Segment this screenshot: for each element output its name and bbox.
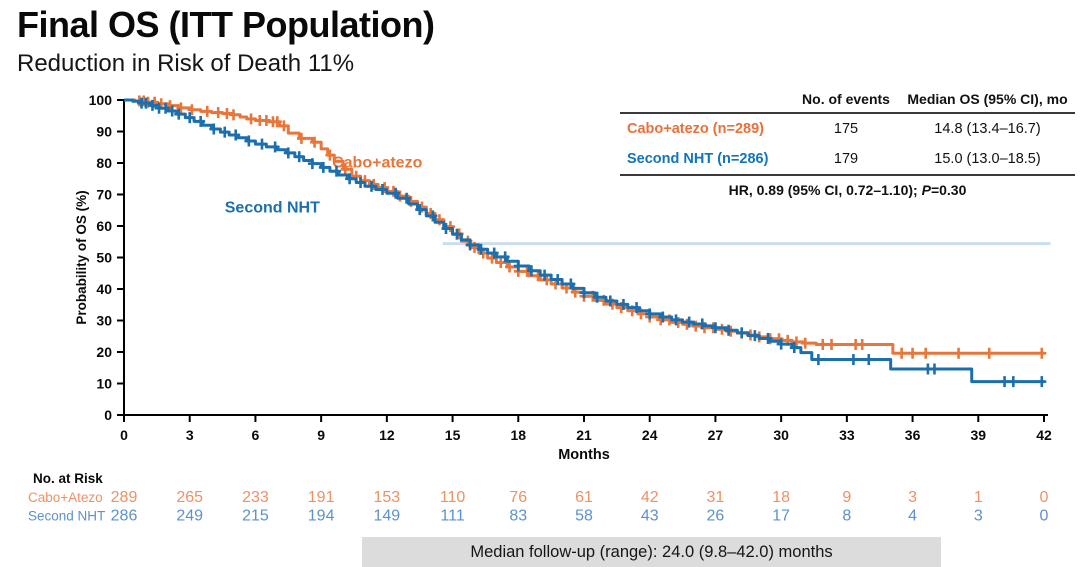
- at-risk-value: 265: [176, 489, 203, 506]
- km-chart: 0 10 20 30 40 50 60 70 80 90 100 0 3 6 9 12 15 18 21 24 27 30…: [20, 82, 1070, 530]
- x-axis-title: Months: [558, 447, 610, 463]
- at-risk-row-label: Second NHT: [28, 509, 105, 524]
- y-tick-label: 0: [104, 407, 112, 423]
- y-tick-label: 10: [96, 376, 112, 392]
- summary-row-label: Second NHT (n=286): [627, 151, 769, 167]
- at-risk-value: 1: [974, 489, 983, 506]
- at-risk-value: 3: [974, 508, 983, 525]
- at-risk-value: 4: [908, 508, 917, 525]
- followup-note-bar: Median follow-up (range): 24.0 (9.8–42.0…: [362, 537, 941, 567]
- x-tick-label: 21: [576, 427, 592, 443]
- x-tick-label: 9: [317, 427, 325, 443]
- curve-label-second-nht: Second NHT: [225, 199, 320, 216]
- followup-note-text: Median follow-up (range): 24.0 (9.8–42.0…: [470, 542, 833, 561]
- at-risk-row-label: Cabo+Atezo: [28, 490, 103, 505]
- at-risk-value: 153: [374, 489, 401, 506]
- at-risk-value: 17: [772, 508, 790, 525]
- y-tick-label: 60: [96, 218, 112, 234]
- x-tick-label: 30: [773, 427, 789, 443]
- at-risk-value: 9: [842, 489, 851, 506]
- summary-row-events: 175: [833, 121, 859, 137]
- at-risk-value: 58: [575, 508, 593, 525]
- y-tick-label: 30: [96, 313, 112, 329]
- at-risk-value: 3: [908, 489, 917, 506]
- x-tick-label: 33: [839, 427, 855, 443]
- x-tick-label: 15: [445, 427, 461, 443]
- summary-table-header: No. of events Median OS (95% CI), mo: [620, 86, 1075, 114]
- y-axis-title: Probability of OS (%): [74, 190, 89, 324]
- x-tick-label: 42: [1036, 427, 1052, 443]
- at-risk-title: No. at Risk: [33, 471, 103, 486]
- summary-row-second-nht: Second NHT (n=286) 179 15.0 (13.0–18.5): [620, 144, 1075, 176]
- page-subtitle: Reduction in Risk of Death 11%: [17, 50, 355, 77]
- hr-prefix: HR, 0.89 (95% CI, 0.72–1.10);: [728, 182, 922, 198]
- y-tick-label: 80: [96, 155, 112, 171]
- summary-row-median: 15.0 (13.0–18.5): [934, 151, 1041, 167]
- at-risk-value: 286: [111, 508, 138, 525]
- x-tick-label: 18: [510, 427, 526, 443]
- at-risk-value: 42: [641, 489, 659, 506]
- summary-row-label: Cabo+atezo (n=289): [627, 121, 764, 137]
- summary-row-events: 179: [833, 151, 859, 167]
- curve-label-cabo-atezo: Cabo+atezo: [332, 155, 422, 172]
- at-risk-value: 149: [374, 508, 401, 525]
- hr-p-value: =0.30: [930, 182, 967, 198]
- x-tick-label: 6: [252, 427, 260, 443]
- summary-table: No. of events Median OS (95% CI), mo Cab…: [620, 86, 1075, 176]
- at-risk-value: 215: [242, 508, 269, 525]
- at-risk-value: 249: [176, 508, 203, 525]
- at-risk-value: 191: [308, 489, 335, 506]
- summary-header-median: Median OS (95% CI), mo: [907, 91, 1068, 107]
- at-risk-value: 76: [509, 489, 527, 506]
- x-tick-label: 3: [186, 427, 194, 443]
- at-risk-value: 8: [842, 508, 851, 525]
- at-risk-value: 289: [111, 489, 138, 506]
- series-curve-cabo-atezo: [124, 98, 1044, 355]
- y-tick-label: 90: [96, 124, 112, 140]
- y-tick-label: 70: [96, 187, 112, 203]
- at-risk-value: 111: [440, 508, 464, 525]
- at-risk-value: 0: [1040, 508, 1049, 525]
- at-risk-value: 194: [308, 508, 335, 525]
- y-tick-label: 20: [96, 344, 112, 360]
- at-risk-value: 31: [707, 489, 725, 506]
- at-risk-value: 233: [242, 489, 269, 506]
- x-tick-label: 39: [970, 427, 986, 443]
- y-tick-label: 40: [96, 281, 112, 297]
- at-risk-value: 61: [575, 489, 593, 506]
- at-risk-value: 26: [707, 508, 725, 525]
- y-tick-label: 100: [89, 92, 113, 108]
- x-tick-label: 24: [642, 427, 658, 443]
- x-tick-label: 0: [120, 427, 128, 443]
- summary-header-events: No. of events: [802, 91, 890, 107]
- x-tick-label: 12: [379, 427, 395, 443]
- at-risk-value: 18: [772, 489, 790, 506]
- summary-row-cabo-atezo: Cabo+atezo (n=289) 175 14.8 (13.4–16.7): [620, 114, 1075, 144]
- page-title: Final OS (ITT Population): [17, 4, 435, 45]
- x-tick-label: 27: [708, 427, 724, 443]
- hr-p-label: P: [921, 182, 931, 198]
- y-tick-label: 50: [96, 250, 112, 266]
- x-tick-label: 36: [905, 427, 921, 443]
- at-risk-value: 83: [509, 508, 527, 525]
- hr-statistic: HR, 0.89 (95% CI, 0.72–1.10); P=0.30: [620, 182, 1075, 198]
- at-risk-value: 110: [440, 489, 466, 506]
- at-risk-value: 43: [641, 508, 659, 525]
- summary-row-median: 14.8 (13.4–16.7): [934, 121, 1041, 137]
- at-risk-value: 0: [1040, 489, 1049, 506]
